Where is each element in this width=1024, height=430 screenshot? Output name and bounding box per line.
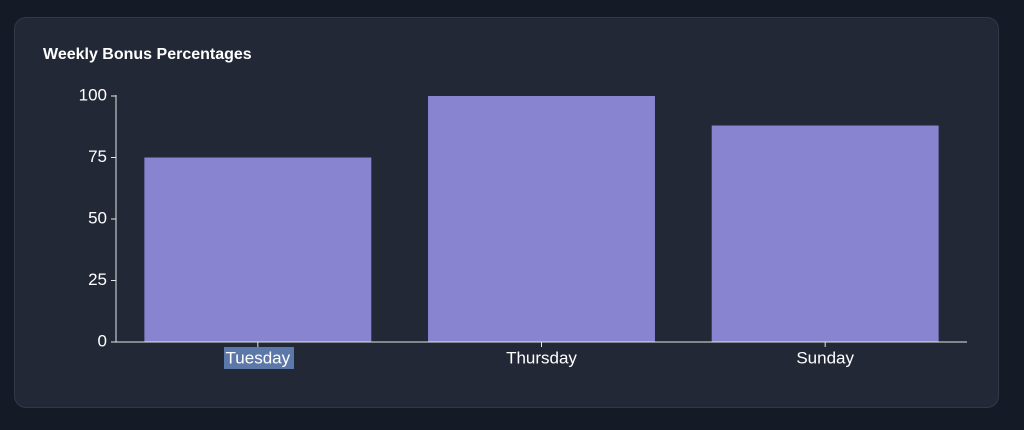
y-tick-label: 100 — [79, 85, 107, 104]
bar — [144, 157, 372, 342]
y-tick-label: 50 — [88, 208, 107, 227]
chart-title: Weekly Bonus Percentages — [43, 46, 252, 63]
y-tick-label: 25 — [88, 270, 107, 289]
y-tick-label: 0 — [98, 331, 107, 350]
text-selection — [224, 347, 294, 369]
bar — [428, 96, 655, 342]
y-tick-label: 75 — [88, 147, 107, 166]
x-tick-label: Thursday — [506, 348, 577, 367]
bar — [711, 125, 939, 343]
x-tick-label: Sunday — [796, 348, 854, 367]
x-tick-label: Tuesday — [226, 348, 291, 367]
